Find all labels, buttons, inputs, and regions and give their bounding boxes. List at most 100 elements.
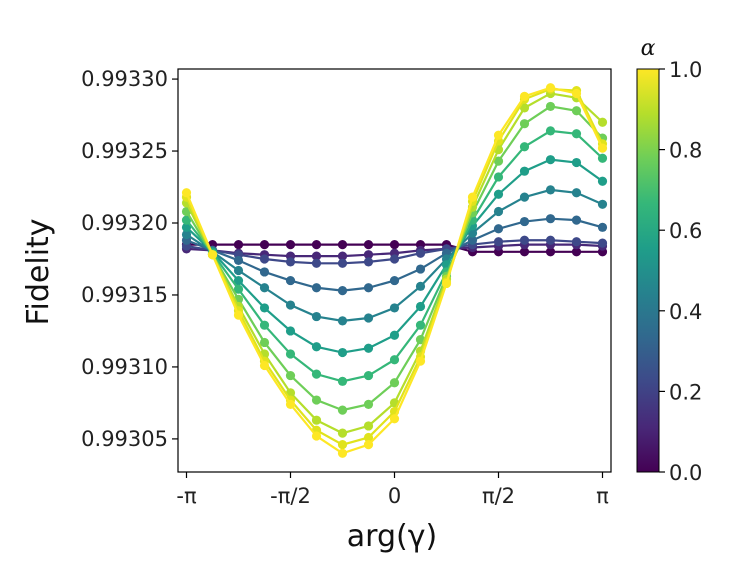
data-point xyxy=(519,247,530,257)
data-point xyxy=(233,284,244,294)
data-point xyxy=(233,255,244,266)
data-point xyxy=(597,117,608,127)
data-point xyxy=(519,142,530,152)
colorbar-tick-label: 0.6 xyxy=(669,219,702,243)
data-point xyxy=(285,239,296,250)
data-point xyxy=(415,264,426,274)
series-alpha-0.9 xyxy=(181,84,608,450)
y-tick-label: 0.99320 xyxy=(81,211,168,235)
data-point xyxy=(571,237,582,247)
data-point xyxy=(389,303,400,313)
data-point xyxy=(389,254,400,264)
data-point xyxy=(545,247,556,257)
data-point xyxy=(311,431,322,441)
data-point xyxy=(415,281,426,291)
data-point xyxy=(519,216,530,227)
data-point xyxy=(311,283,322,293)
data-point xyxy=(415,356,426,366)
data-point xyxy=(571,188,582,198)
data-point xyxy=(337,316,348,326)
data-point xyxy=(571,157,582,168)
data-point xyxy=(389,355,400,365)
series-alpha-0.6 xyxy=(181,126,608,386)
colorbar-tick-label: 0.8 xyxy=(669,139,702,163)
data-point xyxy=(597,176,608,186)
data-point xyxy=(571,247,582,257)
data-point xyxy=(389,275,400,286)
data-point xyxy=(363,343,374,353)
data-point xyxy=(259,303,270,313)
data-point xyxy=(493,237,504,247)
data-point xyxy=(441,278,452,289)
data-point xyxy=(519,91,530,101)
series-layer xyxy=(181,83,608,458)
data-point xyxy=(337,376,348,386)
data-point xyxy=(415,301,426,312)
data-point xyxy=(519,192,530,202)
data-point xyxy=(545,185,556,195)
x-tick-label: 0 xyxy=(388,484,401,508)
data-point xyxy=(545,235,556,245)
data-point xyxy=(363,370,374,381)
data-point xyxy=(363,250,374,260)
data-point xyxy=(233,239,244,250)
data-point xyxy=(493,224,504,234)
data-point xyxy=(259,283,270,293)
data-point xyxy=(285,349,296,359)
series-line xyxy=(185,88,604,446)
data-point xyxy=(545,214,556,224)
data-point xyxy=(389,239,400,250)
data-point xyxy=(571,129,582,139)
data-point xyxy=(545,155,556,165)
data-point xyxy=(519,119,530,129)
x-tick-label: -π/2 xyxy=(270,484,311,508)
data-point xyxy=(597,222,608,232)
series-alpha-0.4 xyxy=(181,185,608,326)
data-point xyxy=(311,342,322,352)
data-point xyxy=(337,440,348,450)
data-point xyxy=(467,235,478,245)
y-tick-label: 0.99330 xyxy=(81,67,168,91)
x-axis-title: arg(γ) xyxy=(347,519,437,554)
data-point xyxy=(285,275,296,286)
data-point xyxy=(363,239,374,250)
data-point xyxy=(181,229,192,240)
y-tick-label: 0.99305 xyxy=(81,427,168,451)
data-point xyxy=(597,199,608,209)
data-point xyxy=(519,103,530,113)
data-point xyxy=(389,330,400,340)
colorbar-tick-label: 0.2 xyxy=(669,380,702,404)
data-point xyxy=(181,188,192,198)
data-point xyxy=(311,369,322,379)
data-point xyxy=(493,189,504,199)
data-point xyxy=(207,250,218,260)
data-point xyxy=(571,215,582,225)
data-point xyxy=(233,275,244,286)
data-point xyxy=(285,300,296,310)
data-point xyxy=(337,428,348,438)
data-point xyxy=(363,257,374,267)
data-point xyxy=(415,320,426,330)
data-point xyxy=(337,448,348,458)
data-point xyxy=(285,399,296,409)
data-point xyxy=(519,235,530,245)
data-point xyxy=(545,101,556,112)
data-point xyxy=(571,106,582,116)
data-point xyxy=(493,172,504,182)
x-axis: -π -π/2 0 π/2 π xyxy=(176,472,609,508)
data-point xyxy=(415,248,426,258)
data-point xyxy=(363,440,374,450)
y-tick-label: 0.99310 xyxy=(81,355,168,379)
data-point xyxy=(259,254,270,264)
colorbar-tick-label: 1.0 xyxy=(669,58,702,82)
data-point xyxy=(311,311,322,322)
colorbar: α 0.0 0.2 0.4 0.6 0.8 1.0 xyxy=(636,36,702,485)
data-point xyxy=(259,360,270,371)
data-point xyxy=(571,88,582,99)
data-point xyxy=(337,258,348,268)
data-point xyxy=(389,378,400,388)
data-point xyxy=(259,239,270,250)
data-point xyxy=(285,326,296,336)
data-point xyxy=(493,206,504,217)
